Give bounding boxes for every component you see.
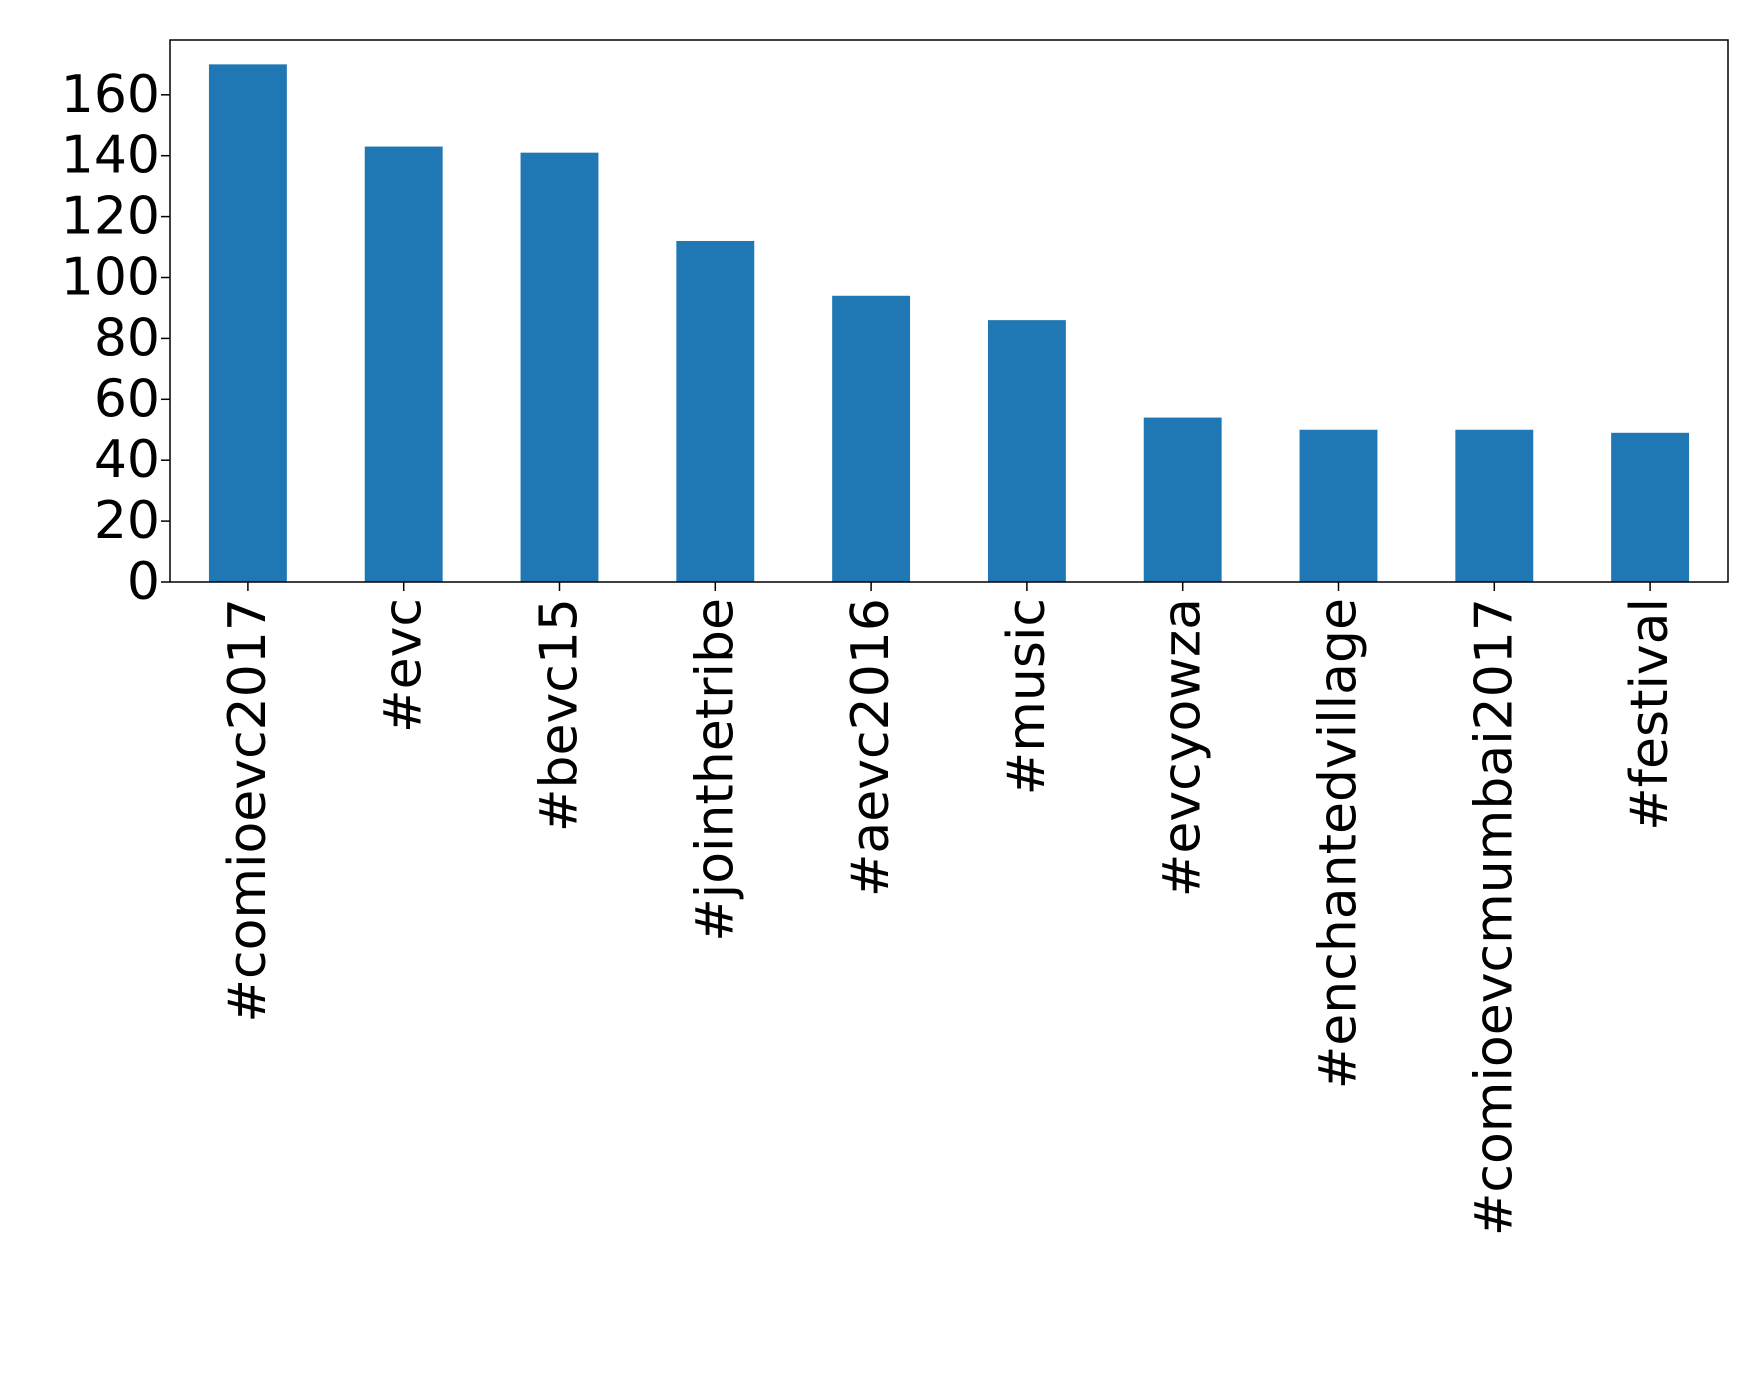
x-axis-ticks: #comioevc2017 #evc #bevc15 #jointhetribe #ae… bbox=[218, 582, 1680, 1236]
x-tick-label: #festival bbox=[1620, 598, 1680, 831]
y-tick-label: 100 bbox=[61, 248, 160, 308]
x-tick-label: #comioevc2017 bbox=[218, 598, 278, 1023]
bar-enchantedvillage bbox=[1299, 429, 1378, 582]
bar-bevc15 bbox=[520, 152, 599, 583]
x-tick-label: #enchantedvillage bbox=[1309, 598, 1369, 1089]
x-tick-label: #music bbox=[997, 598, 1057, 795]
y-tick-label: 80 bbox=[94, 308, 160, 368]
y-tick-label: 0 bbox=[127, 552, 160, 612]
bar-comioevc2017 bbox=[208, 64, 287, 582]
plot-frame bbox=[169, 39, 1729, 583]
bar-festival bbox=[1611, 432, 1690, 582]
bar-aevc2016 bbox=[832, 295, 911, 582]
y-tick-label: 160 bbox=[61, 65, 160, 125]
bar-music bbox=[987, 320, 1066, 582]
x-tick-label: #evcyowza bbox=[1153, 598, 1213, 897]
x-tick-label: #aevc2016 bbox=[841, 598, 901, 897]
x-tick-label: #jointhetribe bbox=[685, 598, 745, 942]
y-tick-label: 40 bbox=[94, 430, 160, 490]
bars-layer bbox=[208, 64, 1690, 583]
x-tick-label: #evc bbox=[374, 598, 434, 733]
bar-evc bbox=[364, 146, 443, 582]
y-tick-label: 60 bbox=[94, 369, 160, 429]
bar-comioevcmumbai2017 bbox=[1455, 429, 1534, 582]
bar-evcyowza bbox=[1143, 417, 1222, 582]
x-tick-label: #comioevcmumbai2017 bbox=[1464, 598, 1524, 1236]
bar-jointhetribe bbox=[676, 240, 755, 582]
y-tick-label: 140 bbox=[61, 126, 160, 186]
y-tick-label: 120 bbox=[61, 187, 160, 247]
x-tick-label: #bevc15 bbox=[530, 598, 590, 832]
y-tick-label: 20 bbox=[94, 491, 160, 551]
